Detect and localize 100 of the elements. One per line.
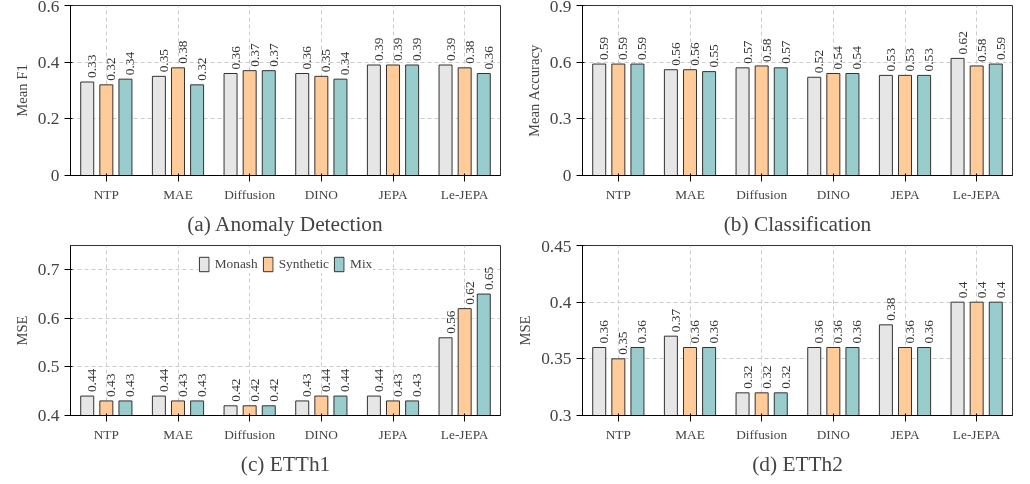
x-tick-label: Le-JEPA [440,426,489,442]
data-label: 0.34 [122,51,138,76]
data-label: 0.55 [706,43,722,68]
x-tick-label: Diffusion [736,426,788,442]
x-tick-label: NTP [93,186,119,202]
data-label: 0.59 [615,36,631,61]
x-tick-label: MAE [675,186,705,202]
x-tick-label: DINO [304,186,339,202]
y-tick-label: 0.4 [37,52,60,72]
y-axis-title: Mean F1 [13,64,30,117]
x-tick-label: JEPA [890,426,920,442]
data-label: 0.36 [687,319,702,344]
data-label: 0.59 [992,36,1008,61]
text: (c) ETTh1 [240,451,331,476]
data-label: 0.37 [246,43,262,67]
data-label: 0.32 [758,365,774,389]
y-tick-label: 0 [562,166,572,185]
text: (d) ETTh2 [752,451,843,476]
x-tick-label: Le-JEPA [440,186,489,202]
y-tick-label: 0.9 [549,0,572,16]
x-tick-label: Le-JEPA [952,186,1001,202]
x-tick-label: MAE [163,186,193,202]
data-label: 0.44 [337,368,353,393]
y-tick-label: 0.6 [37,0,60,16]
data-label: 0.35 [155,48,171,73]
data-label: 0.43 [194,373,210,397]
data-label: 0.62 [954,31,970,55]
data-label: 0.44 [318,368,334,393]
data-label: 0.32 [194,57,210,81]
x-tick-label: JEPA [890,186,920,202]
data-label: 0.4 [992,281,1008,299]
x-tick-label: JEPA [378,426,408,442]
data-label: 0.32 [103,57,119,81]
data-label: 0.44 [155,368,171,393]
data-label: 0.35 [615,331,631,355]
data-label: 0.42 [265,378,281,402]
y-axis-title: Mean Accuracy [525,44,542,138]
data-label: 0.36 [706,319,722,344]
data-label: 0.43 [409,373,425,397]
data-label: 0.32 [739,365,755,389]
data-label: 0.43 [122,373,138,397]
y-tick-label: 0.6 [549,52,572,72]
data-label: 0.33 [84,54,100,78]
data-label: 0.59 [634,36,650,61]
x-tick-label: DINO [304,426,339,442]
x-tick-label: Diffusion [224,426,276,442]
data-label: 0.57 [777,40,793,64]
x-tick-label: DINO [816,426,851,442]
data-label: 0.54 [830,45,846,70]
x-tick-label: JEPA [378,186,408,202]
data-label: 0.35 [318,48,334,73]
data-label: 0.44 [84,368,100,393]
data-label: 0.36 [921,319,937,344]
data-label: 0.43 [175,373,190,397]
data-label: 0.53 [921,47,937,72]
data-label: 0.43 [390,373,405,397]
data-label: 0.36 [299,45,315,70]
data-label: 0.36 [849,319,865,344]
data-label: 0.36 [227,45,243,70]
data-label: 0.4 [973,281,989,299]
text: (b) Classification [723,211,872,236]
data-label: 0.39 [409,37,425,61]
y-tick-label: 0.7 [37,260,60,280]
data-label: 0.36 [480,45,496,70]
x-tick-label: NTP [93,426,119,442]
data-label: 0.38 [175,40,190,64]
data-label: 0.36 [811,319,827,344]
x-tick-label: MAE [163,426,193,442]
legend-label: Monash [214,256,258,272]
data-label: 0.53 [902,47,917,72]
y-tick-label: 0.45 [541,236,572,256]
data-label: 0.36 [830,319,846,344]
y-tick-label: 0.6 [37,308,60,328]
data-label: 0.58 [973,38,989,62]
data-label: 0.36 [902,319,917,344]
data-label: 0.58 [758,38,774,62]
y-tick-label: 0.3 [549,406,572,425]
data-label: 0.56 [442,310,458,334]
y-tick-label: 0.35 [541,349,572,369]
x-tick-label: NTP [605,186,631,202]
data-label: 0.43 [299,373,315,397]
x-tick-label: NTP [605,426,631,442]
data-label: 0.39 [370,37,386,61]
x-tick-label: MAE [675,426,705,442]
data-label: 0.38 [882,297,898,321]
data-label: 0.37 [265,43,281,67]
y-tick-label: 0.4 [37,406,60,425]
y-tick-label: 0.4 [549,292,572,312]
y-tick-label: 0.2 [37,109,60,129]
data-label: 0.42 [227,378,243,402]
data-label: 0.59 [596,36,612,61]
y-tick-label: 0.3 [549,109,572,129]
y-tick-label: 0 [50,166,60,185]
data-label: 0.42 [246,378,262,402]
y-axis-title: MSE [517,315,534,346]
data-label: 0.4 [954,281,970,299]
data-label: 0.36 [634,319,650,344]
data-label: 0.39 [390,37,405,61]
data-label: 0.44 [370,368,386,393]
data-label: 0.38 [461,40,477,64]
